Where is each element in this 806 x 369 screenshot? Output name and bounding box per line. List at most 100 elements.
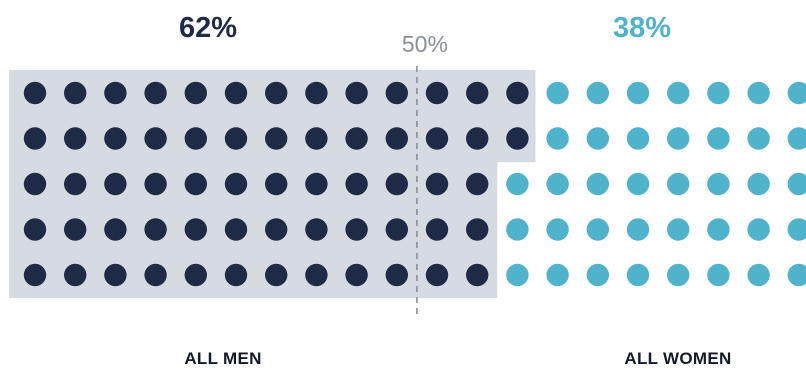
men-dot: [224, 218, 248, 241]
women-dot: [626, 172, 650, 196]
men-dot: [466, 218, 489, 241]
men-dot: [224, 172, 248, 196]
women-dot: [747, 263, 770, 287]
men-dot: [305, 127, 328, 150]
women-dot: [707, 81, 730, 105]
men-dot: [63, 81, 87, 105]
men-dot: [184, 127, 207, 150]
men-dot: [385, 81, 408, 105]
men-dot: [466, 263, 489, 287]
men-dot: [265, 127, 288, 150]
women-dot: [506, 172, 529, 196]
men-dot: [144, 81, 167, 105]
men-dot: [63, 263, 87, 287]
dots-group: [23, 81, 806, 287]
women-dot: [667, 127, 690, 150]
women-dot: [667, 81, 690, 105]
women-dot: [626, 127, 650, 150]
women-dot: [506, 263, 529, 287]
women-dot: [747, 81, 770, 105]
men-dot: [104, 172, 127, 196]
women-dot: [626, 81, 650, 105]
men-dot: [23, 218, 47, 241]
women-dot: [546, 263, 569, 287]
men-dot: [104, 127, 127, 150]
men-dot: [184, 81, 207, 105]
men-dot: [144, 172, 167, 196]
women-dot: [707, 172, 730, 196]
men-dot: [144, 127, 167, 150]
women-dot: [546, 81, 569, 105]
men-dot: [305, 218, 328, 241]
women-dot: [787, 218, 806, 241]
men-dot: [305, 172, 328, 196]
men-dot: [265, 218, 288, 241]
men-dot: [224, 127, 248, 150]
men-dot: [425, 172, 449, 196]
men-dot: [224, 263, 248, 287]
women-dot: [586, 218, 609, 241]
men-dot: [265, 263, 288, 287]
men-dot: [345, 81, 368, 105]
men-dot: [305, 263, 328, 287]
women-dot: [787, 172, 806, 196]
men-dot: [385, 127, 408, 150]
women-percentage-label: 38%: [613, 12, 671, 44]
men-dot: [506, 127, 529, 150]
women-dot: [586, 81, 609, 105]
women-dot: [667, 172, 690, 196]
men-dot: [385, 172, 408, 196]
men-dot: [425, 127, 449, 150]
women-dot: [787, 127, 806, 150]
women-dot: [626, 263, 650, 287]
men-dot: [466, 81, 489, 105]
men-group-label: ALL MEN: [184, 349, 261, 368]
women-dot: [787, 81, 806, 105]
women-dot: [546, 127, 569, 150]
women-dot: [546, 172, 569, 196]
men-dot: [23, 127, 47, 150]
women-dot: [506, 218, 529, 241]
women-dot: [747, 218, 770, 241]
women-dot: [626, 218, 650, 241]
women-dot: [707, 218, 730, 241]
women-dot: [787, 263, 806, 287]
men-dot: [466, 127, 489, 150]
men-dot: [144, 263, 167, 287]
women-dot: [586, 127, 609, 150]
men-dot: [345, 172, 368, 196]
women-dot: [707, 127, 730, 150]
women-dot: [667, 218, 690, 241]
men-dot: [345, 218, 368, 241]
men-dot: [104, 263, 127, 287]
women-dot: [707, 263, 730, 287]
women-dot: [747, 127, 770, 150]
women-dot: [747, 172, 770, 196]
men-dot: [23, 172, 47, 196]
men-dot: [23, 263, 47, 287]
men-dot: [425, 263, 449, 287]
men-dot: [506, 81, 529, 105]
men-dot: [63, 218, 87, 241]
men-dot: [184, 218, 207, 241]
men-dot: [466, 172, 489, 196]
men-dot: [345, 263, 368, 287]
reference-line-label: 50%: [402, 31, 448, 57]
men-dot: [23, 81, 47, 105]
men-dot: [265, 81, 288, 105]
men-dot: [63, 172, 87, 196]
men-dot: [385, 263, 408, 287]
women-group-label: ALL WOMEN: [624, 349, 731, 368]
women-dot: [586, 263, 609, 287]
men-dot: [385, 218, 408, 241]
men-dot: [305, 81, 328, 105]
men-dot: [425, 81, 449, 105]
men-dot: [345, 127, 368, 150]
men-dot: [184, 172, 207, 196]
women-dot: [586, 172, 609, 196]
men-dot: [265, 172, 288, 196]
women-dot: [546, 218, 569, 241]
men-dot: [184, 263, 207, 287]
men-dot: [63, 127, 87, 150]
